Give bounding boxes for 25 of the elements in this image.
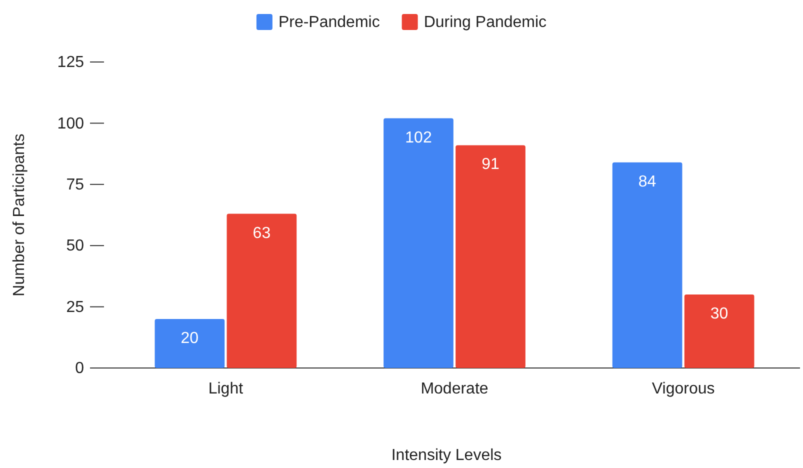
bar bbox=[684, 294, 754, 368]
bar bbox=[456, 145, 526, 368]
x-axis-title: Intensity Levels bbox=[391, 447, 502, 464]
x-tick-label: Moderate bbox=[420, 380, 488, 398]
legend-label: Pre-Pandemic bbox=[278, 14, 380, 31]
data-label: 84 bbox=[638, 173, 656, 190]
y-tick-label: 125 bbox=[57, 54, 84, 72]
x-tick-label: Vigorous bbox=[652, 380, 715, 398]
data-label: 91 bbox=[482, 156, 500, 174]
data-label: 20 bbox=[180, 330, 199, 348]
data-label: 30 bbox=[710, 306, 728, 323]
data-label: 102 bbox=[405, 129, 432, 146]
data-label: 63 bbox=[252, 224, 271, 242]
legend-label: During Pandemic bbox=[424, 14, 547, 31]
y-tick-label: 50 bbox=[66, 238, 84, 255]
x-tick-label: Light bbox=[208, 380, 244, 398]
y-tick-label: 0 bbox=[75, 360, 84, 378]
bar bbox=[226, 214, 297, 368]
y-tick-label: 100 bbox=[57, 115, 84, 132]
bar bbox=[154, 319, 225, 368]
y-tick-label: 75 bbox=[66, 176, 84, 194]
y-axis-title: Number of Participants bbox=[11, 134, 28, 296]
bar bbox=[384, 118, 454, 368]
bar bbox=[612, 162, 682, 368]
y-tick-label: 25 bbox=[66, 298, 84, 316]
